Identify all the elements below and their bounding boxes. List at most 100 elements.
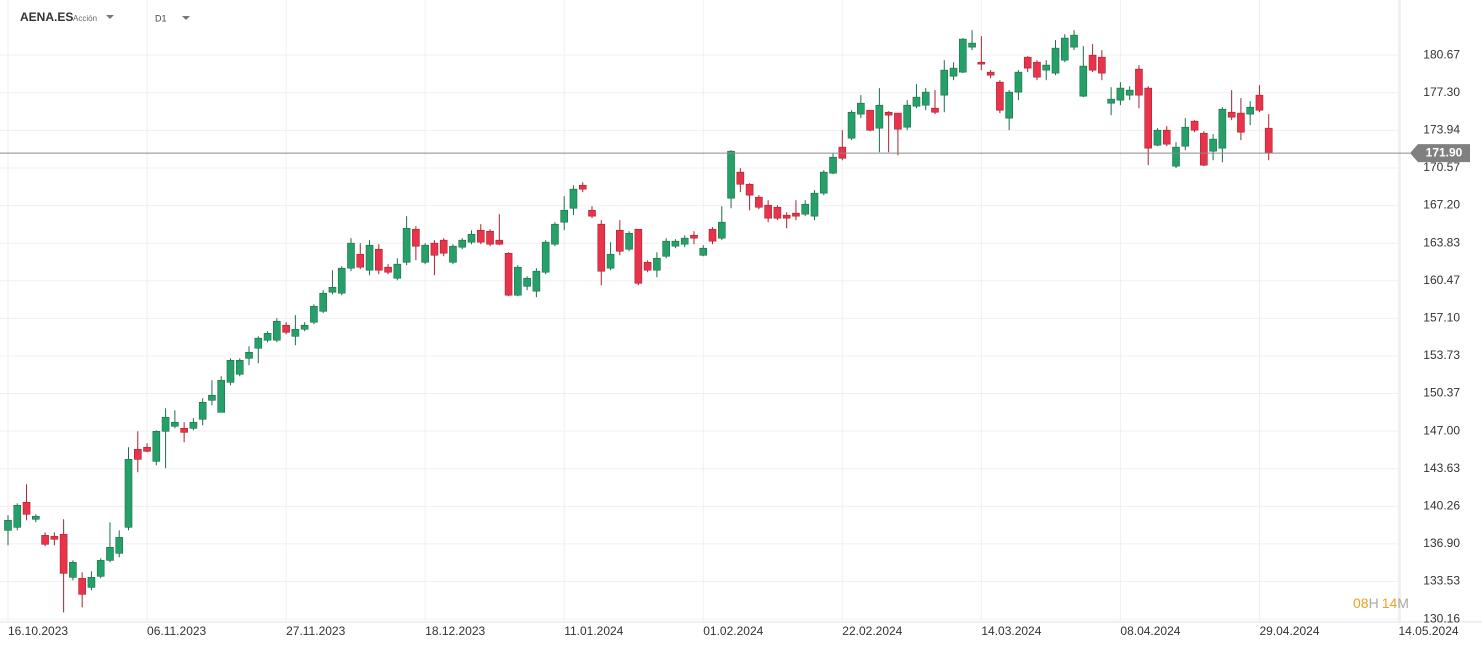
y-tick-label: 157.10: [1423, 310, 1460, 324]
candle-body: [235, 360, 244, 375]
candle-body: [458, 239, 467, 248]
x-tick-label: 06.11.2023: [147, 624, 206, 638]
candle-body: [773, 206, 782, 219]
candle-body: [968, 42, 976, 48]
toolbar: AENA.ES Acción D1: [20, 10, 190, 24]
x-tick-label: 22.02.2024: [842, 624, 902, 638]
candle-body: [171, 421, 179, 427]
x-tick-label: 16.10.2023: [8, 624, 68, 638]
x-tick-label: 14.05.2024: [1399, 624, 1459, 638]
candle-body: [476, 229, 485, 243]
candle-body: [13, 505, 22, 528]
candle-body: [912, 96, 921, 107]
candle-body: [653, 257, 661, 271]
candle-body: [384, 266, 392, 273]
dropdown-arrow[interactable]: [182, 16, 190, 20]
candle-body: [32, 515, 40, 520]
candle-body: [662, 240, 670, 257]
candle-body: [495, 239, 504, 245]
y-tick-label: 140.26: [1423, 499, 1460, 513]
candle-body: [504, 252, 513, 296]
candle-body: [1246, 106, 1254, 115]
candle-body: [690, 234, 698, 239]
candle-body: [439, 239, 448, 254]
candle-body: [1060, 37, 1069, 61]
candle-body: [133, 448, 142, 460]
candle-body: [1005, 91, 1013, 119]
candle-body: [124, 459, 133, 528]
candle-body: [1255, 94, 1264, 111]
candle-body: [921, 91, 930, 106]
candle-body: [606, 253, 615, 269]
candle-body: [866, 109, 874, 131]
timer-unit: H: [1369, 595, 1379, 611]
candle-body: [597, 223, 606, 272]
candle-body: [106, 547, 114, 561]
candle-body: [161, 416, 170, 432]
y-tick-label: 170.57: [1423, 160, 1460, 174]
candle-body: [847, 111, 856, 139]
x-tick-label: 01.02.2024: [703, 624, 763, 638]
y-tick-label: 180.67: [1423, 47, 1460, 61]
candle-body: [421, 244, 429, 263]
candle-body: [727, 150, 735, 199]
candle-body: [1107, 98, 1115, 104]
last-price-tag: [1410, 144, 1470, 163]
candle-body: [1023, 56, 1032, 69]
candle-body: [189, 421, 198, 429]
y-tick-label: 133.53: [1423, 574, 1460, 588]
candle-body: [551, 223, 559, 245]
candle-body: [1227, 111, 1236, 118]
candle-body: [1153, 129, 1162, 146]
y-tick-label: 143.63: [1423, 461, 1460, 475]
candle-body: [1116, 87, 1125, 101]
candle-body: [857, 102, 865, 115]
timeframe[interactable]: D1: [155, 13, 167, 23]
dropdown-arrow[interactable]: [106, 15, 114, 19]
candle-body: [356, 253, 365, 268]
y-tick-label: 136.90: [1423, 536, 1460, 550]
candle-body: [1200, 132, 1208, 166]
candle-body: [977, 61, 986, 65]
x-tick-label: 08.04.2024: [1120, 624, 1180, 638]
candle-body: [1098, 56, 1106, 74]
candle-body: [755, 196, 763, 208]
y-tick-label: 167.20: [1423, 198, 1460, 212]
last-price-label: 171.90: [1426, 145, 1463, 159]
candle-body: [792, 212, 800, 217]
candle-body: [254, 337, 263, 349]
candle-body: [810, 192, 819, 217]
y-tick-label: 147.00: [1423, 423, 1460, 437]
candle-body: [282, 324, 290, 333]
candle-body: [931, 107, 939, 113]
candle-body: [449, 245, 457, 263]
candle-body: [996, 81, 1004, 111]
candle-body: [393, 263, 402, 279]
x-tick-label: 29.04.2024: [1259, 624, 1319, 638]
candle-body: [50, 536, 59, 540]
timer: 08H 14M: [1353, 595, 1409, 611]
candle-body: [1190, 120, 1199, 131]
candle-body: [903, 104, 911, 128]
candle-body: [1088, 54, 1097, 71]
instrument-kind: Acción: [73, 14, 97, 23]
candle-body: [337, 267, 346, 294]
candle-body: [347, 242, 355, 269]
x-tick-label: 11.01.2024: [564, 624, 623, 638]
candle-body: [625, 232, 633, 250]
timer-hours: 08: [1353, 595, 1369, 611]
symbol[interactable]: AENA.ES: [20, 10, 73, 24]
candle-body: [616, 229, 624, 252]
candle-body: [884, 111, 893, 116]
candle-body: [680, 237, 689, 245]
candle-body: [634, 228, 643, 284]
candle-body: [764, 204, 772, 219]
candle-body: [717, 221, 726, 239]
y-tick-label: 163.83: [1423, 235, 1460, 249]
candle-body: [745, 183, 754, 196]
candle-body: [226, 360, 235, 383]
candle-body: [412, 228, 420, 247]
